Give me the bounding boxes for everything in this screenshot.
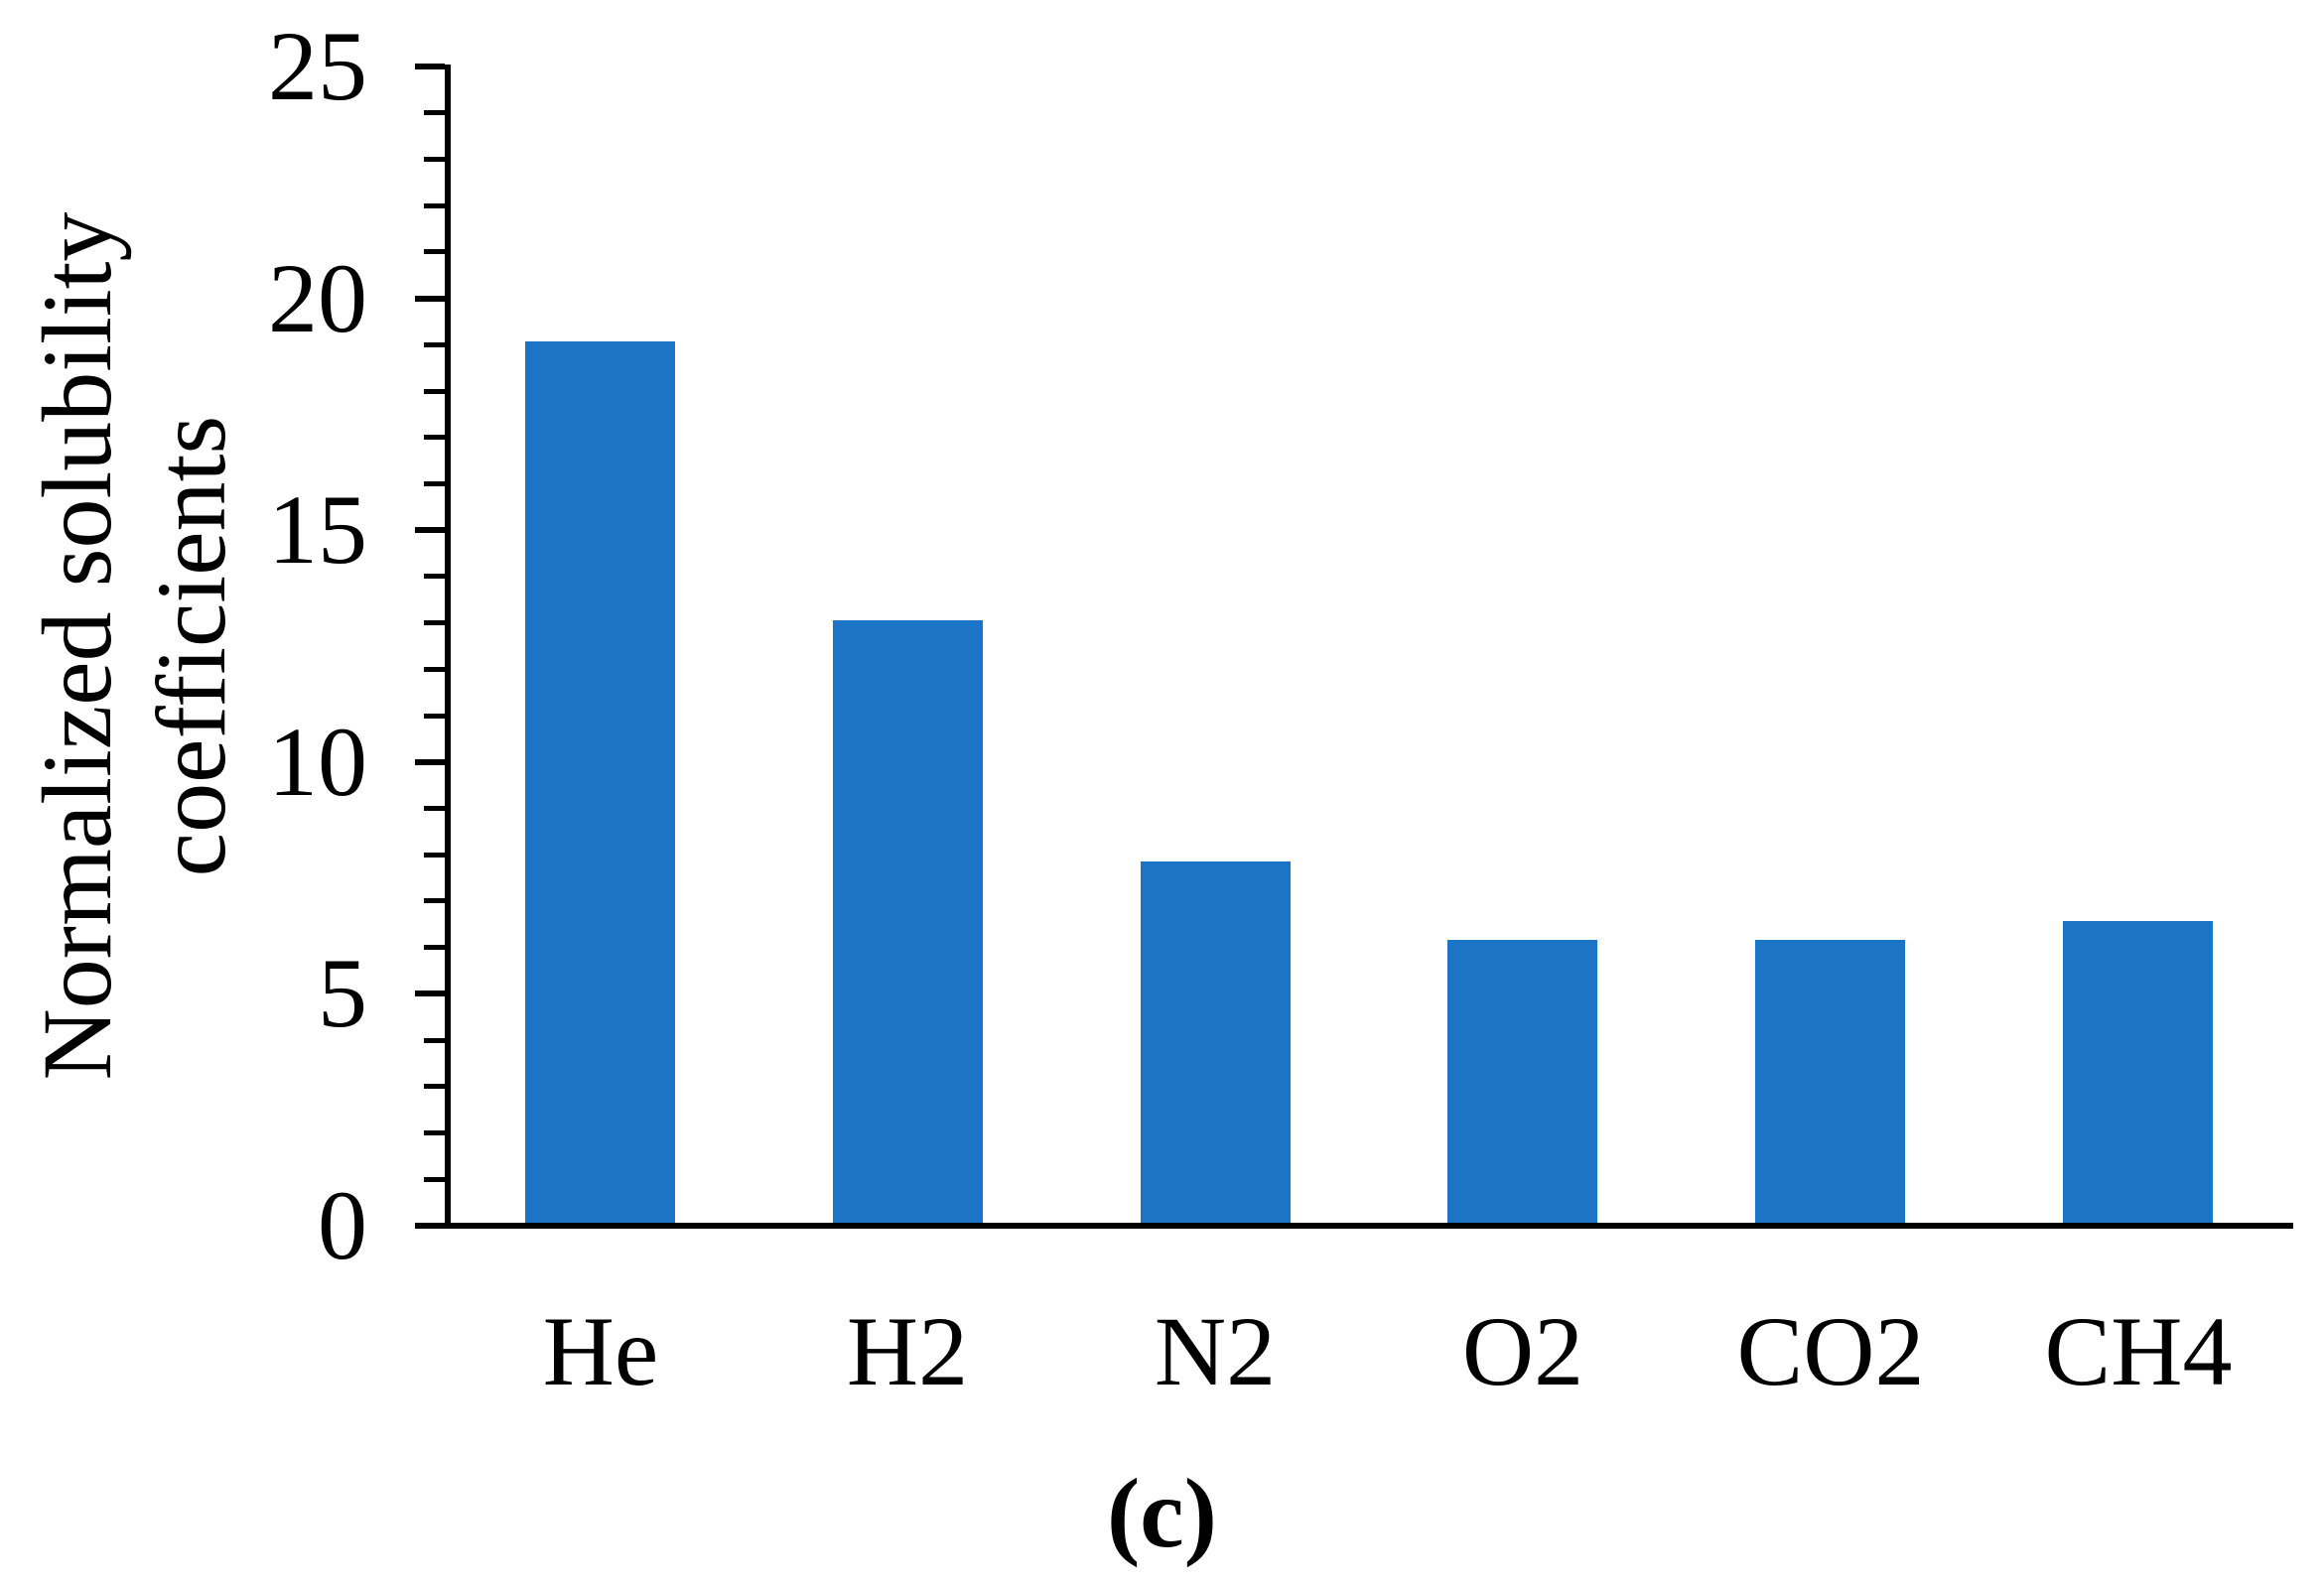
y-major-tick — [415, 1223, 445, 1229]
y-minor-tick — [424, 1130, 445, 1135]
y-minor-tick — [424, 806, 445, 811]
y-minor-tick — [424, 110, 445, 115]
x-tick-label-CH4: CH4 — [2044, 1296, 2233, 1406]
y-minor-tick — [424, 898, 445, 903]
x-tick-label-O2: O2 — [1461, 1296, 1584, 1406]
y-major-tick — [415, 991, 445, 996]
y-minor-tick — [424, 203, 445, 208]
y-minor-tick — [424, 1084, 445, 1089]
x-axis-line — [445, 1223, 2293, 1229]
y-minor-tick — [424, 853, 445, 858]
y-axis-line — [445, 65, 451, 1229]
y-minor-tick — [424, 945, 445, 950]
y-minor-tick — [424, 714, 445, 719]
bar-N2 — [1141, 861, 1291, 1223]
y-tick-label: 10 — [268, 707, 367, 817]
y-minor-tick — [424, 435, 445, 440]
y-major-tick — [415, 759, 445, 765]
figure-caption: (c) — [1107, 1458, 1217, 1568]
bar-CH4 — [2063, 921, 2213, 1223]
y-minor-tick — [424, 249, 445, 254]
y-major-tick — [415, 296, 445, 302]
bar-H2 — [833, 620, 983, 1223]
bar-CO2 — [1755, 940, 1905, 1223]
y-tick-label: 0 — [318, 1170, 367, 1280]
y-minor-tick — [424, 574, 445, 579]
x-tick-label-He: He — [542, 1296, 659, 1406]
y-tick-label: 5 — [318, 938, 367, 1048]
y-minor-tick — [424, 389, 445, 394]
y-tick-label: 25 — [268, 11, 367, 121]
x-tick-label-CO2: CO2 — [1736, 1296, 1925, 1406]
y-minor-tick — [424, 1177, 445, 1182]
y-minor-tick — [424, 620, 445, 625]
y-minor-tick — [424, 1038, 445, 1043]
y-major-tick — [415, 64, 445, 69]
y-minor-tick — [424, 342, 445, 347]
y-major-tick — [415, 527, 445, 533]
y-axis-title-line-1: Normalized solubility — [22, 211, 132, 1081]
bar-O2 — [1447, 940, 1597, 1223]
x-tick-label-N2: N2 — [1154, 1296, 1277, 1406]
y-minor-tick — [424, 667, 445, 672]
y-axis-title: Normalized solubility coefficients — [20, 1, 248, 1291]
y-tick-label: 20 — [268, 243, 367, 353]
y-axis-title-line-2: coefficients — [136, 415, 246, 877]
y-minor-tick — [424, 157, 445, 162]
y-minor-tick — [424, 481, 445, 486]
bar-He — [525, 341, 675, 1223]
y-tick-label: 15 — [268, 474, 367, 585]
x-tick-label-H2: H2 — [846, 1296, 969, 1406]
